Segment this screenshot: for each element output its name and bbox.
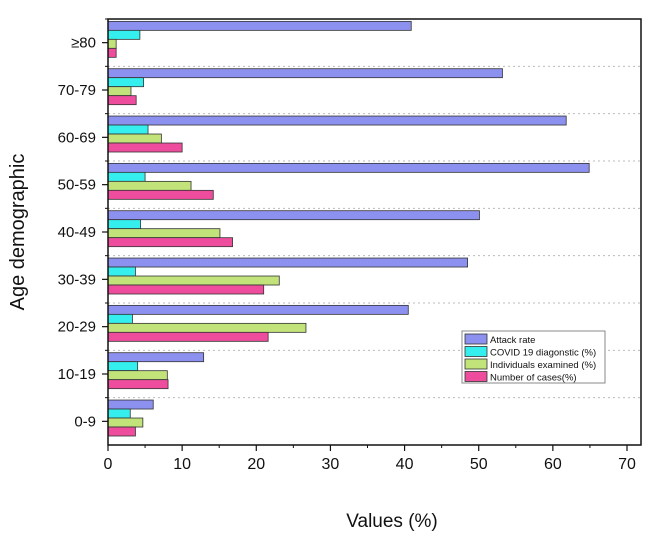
bar-individuals-examined: [107, 228, 221, 239]
legend-swatch: [464, 333, 488, 345]
legend-label: COVID 19 diagonstic (%): [490, 348, 596, 359]
y-axis-label: Age demographic: [7, 154, 29, 311]
bar-individuals-examined: [107, 38, 117, 49]
y-tick-label: 30-39: [58, 271, 96, 288]
bar-covid-19-diagonstic: [107, 219, 142, 230]
bar-number-of-cases: [107, 95, 137, 106]
bar-attack-rate: [107, 162, 590, 173]
bar-attack-rate: [107, 210, 480, 221]
bar-covid-19-diagonstic: [107, 171, 146, 182]
x-tick-label: 10: [173, 456, 191, 473]
x-axis-label: Values (%): [346, 511, 438, 532]
y-tick-label: 10-19: [58, 366, 96, 383]
bar-number-of-cases: [107, 142, 183, 153]
bar-attack-rate: [107, 115, 567, 126]
legend-swatch: [464, 358, 488, 370]
bar-number-of-cases: [107, 284, 265, 295]
bar-individuals-examined: [107, 370, 168, 381]
y-tick-label: ≥80: [71, 35, 96, 52]
bar-covid-19-diagonstic: [107, 77, 144, 88]
legend-swatch: [464, 371, 488, 382]
bar-individuals-examined: [107, 180, 192, 191]
x-tick-label: 50: [470, 456, 488, 473]
bar-attack-rate: [107, 68, 503, 79]
x-tick-label: 60: [544, 456, 562, 473]
bar-individuals-examined: [107, 322, 307, 333]
bar-number-of-cases: [107, 426, 136, 437]
legend-label: Individuals examined (%): [490, 360, 596, 371]
bar-individuals-examined: [107, 86, 132, 97]
bar-number-of-cases: [107, 47, 117, 58]
x-tick-label: 0: [104, 456, 113, 473]
bar-covid-19-diagonstic: [107, 361, 139, 372]
bars: [107, 20, 590, 437]
x-tick-label: 70: [618, 456, 636, 473]
bar-individuals-examined: [107, 417, 144, 428]
bar-attack-rate: [107, 399, 154, 410]
bar-covid-19-diagonstic: [107, 266, 136, 277]
legend-swatch: [464, 346, 488, 357]
y-tick-label: 60-69: [58, 129, 96, 146]
x-tick-label: 40: [396, 456, 414, 473]
x-tick-label: 30: [322, 456, 340, 473]
grid-lines: [108, 65, 641, 399]
y-tick-label: 0-9: [74, 413, 96, 430]
bar-attack-rate: [107, 352, 205, 363]
y-axis: 0-9 10-19 20-29 30-39 40-49 50-59 60-69 70-79 ≥8…: [58, 18, 108, 430]
bar-individuals-examined: [107, 133, 162, 144]
bar-attack-rate: [107, 257, 468, 268]
y-tick-label: 20-29: [58, 319, 96, 336]
bar-covid-19-diagonstic: [107, 124, 149, 135]
legend-label: Number of cases(%): [490, 373, 577, 384]
bar-covid-19-diagonstic: [107, 408, 131, 419]
bar-attack-rate: [107, 20, 412, 31]
bar-number-of-cases: [107, 189, 214, 200]
legend-label: Attack rate: [490, 335, 535, 346]
legend: Attack rate COVID 19 diagonstic (%)Indivi…: [461, 330, 606, 384]
y-tick-label: 70-79: [58, 82, 96, 99]
x-axis: 0 10 20 30 40 50 60 70: [104, 445, 636, 473]
x-tick-label: 20: [247, 456, 265, 473]
y-tick-label: 50-59: [58, 177, 96, 194]
bar-covid-19-diagonstic: [107, 313, 133, 324]
bar-individuals-examined: [107, 275, 280, 286]
bar-number-of-cases: [107, 237, 233, 248]
bar-attack-rate: [107, 304, 409, 315]
bar-number-of-cases: [107, 379, 169, 390]
bar-number-of-cases: [107, 331, 269, 342]
y-tick-label: 40-49: [58, 224, 96, 241]
bar-covid-19-diagonstic: [107, 29, 141, 40]
